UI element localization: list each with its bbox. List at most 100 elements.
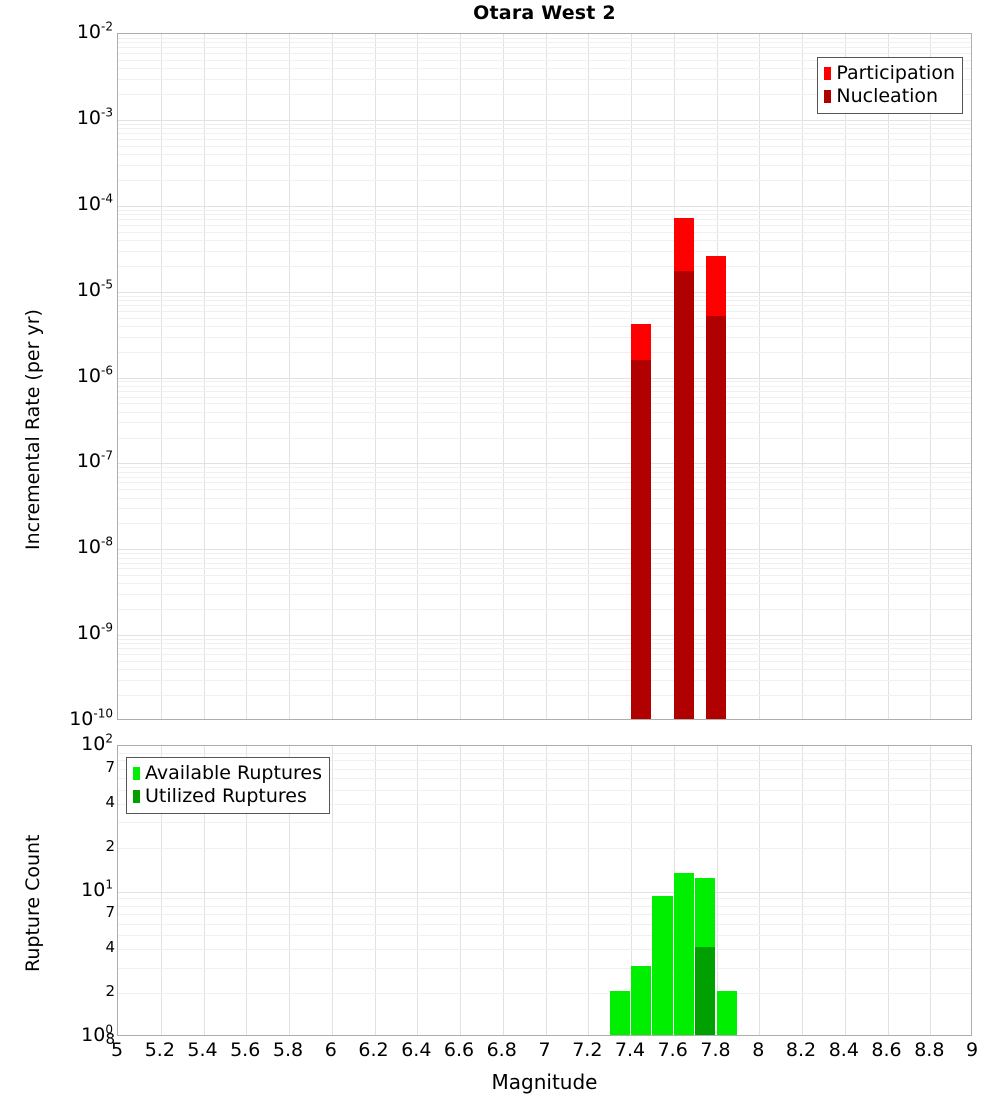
y-tick-label: 10-7 (76, 449, 113, 473)
gridline-horizontal-minor (118, 437, 971, 439)
gridline-horizontal-minor (118, 467, 971, 469)
gridline-vertical (631, 746, 632, 1035)
gridline-horizontal-minor (118, 562, 971, 564)
nucleation-color-swatch (824, 90, 832, 103)
legend-item-available-ruptures[interactable]: Available Ruptures (133, 762, 322, 785)
gridline-horizontal-minor (118, 317, 971, 319)
gridline-horizontal-minor (118, 695, 971, 697)
x-tick-label: 6.8 (486, 1039, 517, 1061)
y-tick-label: 10-9 (76, 620, 113, 645)
gridline-vertical (203, 34, 205, 719)
gridline-horizontal-minor (118, 411, 971, 413)
gridline-horizontal-minor (118, 209, 971, 211)
y-tick-label: 101 (81, 877, 113, 901)
gridline-horizontal-minor (118, 265, 971, 267)
y-tick-label-minor: 4 (105, 792, 115, 811)
gridline-vertical (417, 34, 419, 719)
x-tick-label: 5.8 (272, 1039, 304, 1061)
gridline-horizontal-minor (118, 648, 971, 650)
gridline-vertical (930, 34, 932, 719)
y-tick-label-minor: 2 (105, 982, 115, 1001)
gridline-horizontal-minor (118, 145, 971, 147)
bar-available-ruptures (673, 872, 694, 1035)
gridline-vertical (759, 746, 761, 1035)
gridline-horizontal-minor (118, 471, 971, 473)
gridline-horizontal-minor (118, 489, 971, 491)
gridline-horizontal-minor (118, 128, 971, 130)
gridline-vertical (802, 34, 803, 719)
gridline-vertical (374, 746, 376, 1035)
gridline-vertical (460, 746, 461, 1035)
gridline-vertical (545, 746, 547, 1035)
gridline-vertical (844, 34, 846, 719)
gridline-horizontal-minor (118, 789, 971, 791)
y-tick-label-minor: 2 (105, 836, 115, 855)
gridline-vertical (844, 746, 846, 1035)
gridline-horizontal-minor (118, 59, 971, 61)
y-tick-label: 10-10 (69, 706, 113, 730)
gridline-horizontal-minor (118, 250, 971, 252)
gridline-vertical (246, 34, 248, 719)
bar-utilized-ruptures (695, 947, 716, 1035)
gridline-horizontal-minor (118, 351, 971, 353)
y-tick-label: 10-3 (76, 105, 113, 129)
gridline-horizontal-minor (118, 133, 971, 135)
incremental-rate-plot-area: Participation Nucleation (117, 33, 972, 720)
gridline-horizontal-minor (118, 594, 971, 596)
gridline-horizontal-minor (118, 949, 971, 951)
gridline-vertical (160, 746, 162, 1035)
gridline-vertical (759, 34, 761, 719)
gridline-vertical (246, 746, 248, 1035)
x-tick-label: 7.8 (700, 1039, 731, 1061)
gridline-horizontal-minor (118, 669, 971, 671)
top-panel-legend: Participation Nucleation (817, 57, 963, 114)
gridline-horizontal-minor (118, 583, 971, 585)
y-tick-label-minor: 4 (105, 938, 115, 957)
gridline-horizontal-minor (118, 497, 971, 499)
x-axis-title: Magnitude (491, 1070, 598, 1094)
y-tick-label: 10-6 (76, 363, 113, 387)
gridline-horizontal-minor (118, 768, 971, 770)
gridline-horizontal-minor (118, 553, 971, 555)
y-tick-label-minor: 7 (105, 903, 115, 921)
bottom-panel-y-axis-title: Rupture Count (22, 834, 44, 973)
gridline-horizontal-minor (118, 336, 971, 338)
gridline-horizontal-minor (118, 422, 971, 424)
gridline-horizontal-minor (118, 47, 971, 49)
gridline-vertical (374, 34, 376, 719)
rupture-count-plot-area: Available Ruptures Utilized Ruptures (117, 745, 972, 1036)
gridline-horizontal-major (118, 891, 971, 893)
gridline-horizontal-minor (118, 803, 971, 805)
gridline-horizontal-minor (118, 993, 971, 995)
legend-item-nucleation[interactable]: Nucleation (824, 85, 955, 108)
x-tick-label: 8 (752, 1039, 765, 1061)
bottom-panel-gridlines (118, 746, 971, 1035)
gridline-horizontal-minor (118, 609, 971, 611)
gridline-horizontal-minor (118, 231, 971, 233)
bar-available-ruptures (716, 991, 737, 1035)
top-panel-bars (118, 34, 971, 719)
gridline-horizontal-minor (118, 568, 971, 570)
gridline-horizontal-minor (118, 639, 971, 641)
gridline-horizontal-minor (118, 179, 971, 181)
x-tick-label: 5 (110, 1039, 124, 1061)
gridline-horizontal-minor (118, 905, 971, 907)
legend-label-participation: Participation (836, 62, 955, 84)
participation-color-swatch (824, 67, 832, 80)
gridline-vertical (716, 746, 718, 1035)
gridline-vertical (160, 34, 162, 719)
gridline-horizontal-minor (118, 239, 971, 241)
legend-item-utilized-ruptures[interactable]: Utilized Ruptures (133, 785, 322, 808)
gridline-vertical (802, 746, 803, 1035)
gridline-horizontal-minor (118, 575, 971, 577)
bar-nucleation (631, 360, 652, 719)
x-tick-label: 8.4 (828, 1039, 859, 1061)
x-tick-label: 8.2 (785, 1039, 817, 1061)
y-tick-label: 10-8 (76, 534, 113, 559)
legend-item-participation[interactable]: Participation (824, 62, 955, 85)
bottom-panel-bars (118, 746, 971, 1035)
gridline-horizontal-minor (118, 381, 971, 383)
gridline-horizontal-minor (118, 42, 971, 44)
gridline-vertical (289, 34, 290, 719)
